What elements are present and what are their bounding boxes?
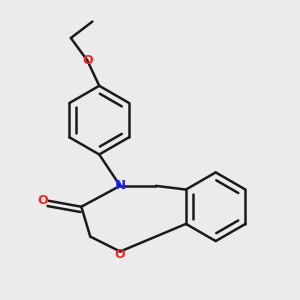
Text: O: O [37, 194, 48, 207]
Text: N: N [115, 179, 126, 192]
Text: O: O [82, 54, 93, 67]
Text: O: O [115, 248, 125, 261]
